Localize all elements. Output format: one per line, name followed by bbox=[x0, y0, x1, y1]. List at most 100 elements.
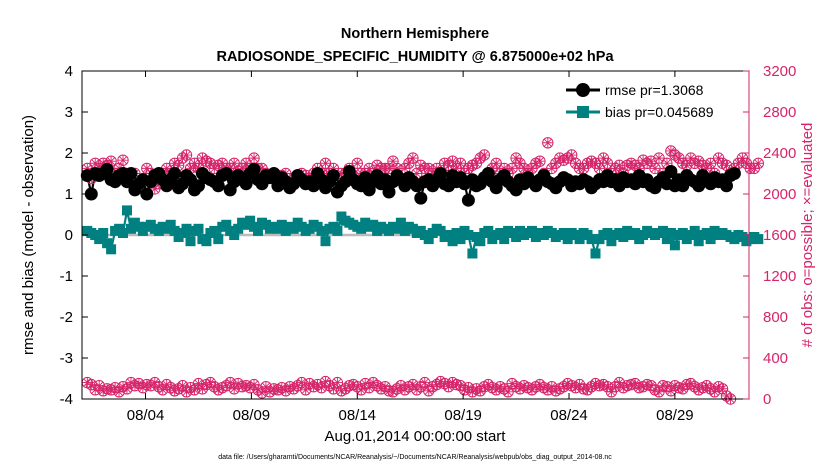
obs-evaluated-point bbox=[387, 386, 399, 398]
rmse-point bbox=[168, 167, 182, 180]
obs-evaluated-point bbox=[582, 158, 593, 169]
obs-evaluated-point bbox=[629, 160, 641, 171]
rmse-point bbox=[192, 179, 205, 193]
obs-evaluated-point bbox=[284, 381, 295, 392]
obs-evaluated-point bbox=[685, 152, 696, 164]
legend: rmse pr=1.3068 bias pr=0.045689 bbox=[560, 78, 738, 122]
rmse-point bbox=[434, 167, 448, 180]
bias-point bbox=[447, 236, 458, 247]
obs-evaluated-point bbox=[161, 379, 172, 390]
obs-evaluated-point bbox=[479, 149, 490, 161]
bias-point bbox=[185, 236, 196, 247]
obs-evaluated-point bbox=[320, 376, 331, 387]
obs-evaluated-point bbox=[296, 377, 307, 388]
obs-evaluated-point bbox=[189, 158, 200, 169]
obs-evaluated-point bbox=[661, 158, 673, 169]
rmse-point bbox=[414, 191, 428, 205]
obs-evaluated-point bbox=[105, 156, 117, 167]
obs-evaluated-point bbox=[753, 158, 764, 169]
obs-evaluated-point bbox=[232, 378, 244, 389]
y-tick-label: -3 bbox=[60, 350, 73, 367]
chart-subtitle: RADIOSONDE_SPECIFIC_HUMIDITY @ 6.875000e… bbox=[216, 49, 614, 65]
obs-evaluated-point bbox=[661, 381, 673, 392]
obs-evaluated-point bbox=[463, 382, 474, 393]
obs-evaluated-point bbox=[94, 380, 105, 391]
obs-evaluated-point bbox=[510, 381, 522, 392]
obs-evaluated-point bbox=[244, 382, 256, 393]
obs-evaluated-point bbox=[494, 381, 506, 392]
bias-point bbox=[356, 223, 367, 234]
obs-evaluated-point bbox=[514, 383, 526, 394]
y-tick-label: 0 bbox=[65, 227, 73, 244]
obs-evaluated-point bbox=[709, 386, 720, 398]
obs-evaluated-point bbox=[217, 158, 228, 169]
obs-evaluated-point bbox=[471, 158, 482, 169]
bias-point bbox=[98, 228, 109, 238]
obs-evaluated-point bbox=[399, 163, 411, 174]
x-tick-label: 08/14 bbox=[338, 407, 376, 424]
obs-evaluated-point bbox=[213, 384, 224, 395]
obs-evaluated-point bbox=[391, 383, 403, 394]
obs-evaluated-point bbox=[467, 386, 478, 398]
bias-point bbox=[475, 236, 486, 247]
rmse-point bbox=[100, 162, 114, 176]
bias-point bbox=[693, 236, 704, 247]
obs-evaluated-point bbox=[582, 384, 593, 395]
rmse-point bbox=[461, 193, 475, 207]
bias-point bbox=[689, 225, 700, 236]
obs-evaluated-point bbox=[506, 378, 518, 389]
obs-evaluated-point bbox=[629, 378, 641, 389]
bias-point bbox=[118, 228, 128, 238]
obs-evaluated-point bbox=[475, 152, 486, 164]
obs-evaluated-point bbox=[137, 382, 149, 393]
obs-evaluated-point bbox=[741, 158, 752, 169]
obs-evaluated-point bbox=[542, 137, 554, 148]
obs-evaluated-point bbox=[403, 158, 415, 169]
obs-evaluated-point bbox=[681, 160, 692, 171]
obs-evaluated-point bbox=[201, 379, 212, 390]
obs-evaluated-point bbox=[411, 384, 423, 395]
obs-evaluated-point bbox=[518, 380, 530, 391]
obs-evaluated-point bbox=[415, 160, 426, 171]
obs-evaluated-point bbox=[721, 160, 732, 171]
obs-evaluated-point bbox=[498, 163, 510, 174]
bias-point bbox=[665, 228, 676, 238]
bias-point bbox=[102, 238, 113, 249]
obs-evaluated-point bbox=[439, 378, 450, 389]
obs-evaluated-point bbox=[554, 152, 565, 164]
bias-point bbox=[245, 215, 256, 226]
bias-point bbox=[213, 234, 224, 245]
bias-point bbox=[677, 228, 688, 238]
obs-evaluated-point bbox=[129, 380, 141, 391]
obs-evaluated-point bbox=[653, 386, 665, 398]
y-tick-label: -1 bbox=[60, 268, 73, 285]
y2-tick-label: 400 bbox=[763, 350, 788, 367]
obs-evaluated-point bbox=[193, 378, 204, 389]
y-tick-label: 2 bbox=[65, 145, 73, 162]
obs-evaluated-point bbox=[475, 385, 486, 396]
obs-evaluated-point bbox=[546, 381, 558, 392]
bias-point bbox=[618, 232, 629, 242]
obs-evaluated-point bbox=[153, 381, 164, 392]
obs-evaluated-point bbox=[125, 377, 137, 388]
y-tick-label: -4 bbox=[60, 391, 73, 408]
x-tick-label: 08/29 bbox=[656, 407, 694, 424]
obs-evaluated-point bbox=[570, 158, 581, 169]
bias-point bbox=[527, 225, 537, 236]
bias-point bbox=[602, 228, 613, 238]
obs-evaluated-point bbox=[276, 382, 288, 393]
obs-evaluated-point bbox=[256, 163, 268, 174]
obs-evaluated-point bbox=[165, 382, 176, 393]
obs-evaluated-point bbox=[538, 382, 550, 393]
bias-point bbox=[201, 236, 212, 247]
obs-evaluated-point bbox=[169, 385, 180, 396]
obs-evaluated-point bbox=[693, 156, 704, 167]
obs-evaluated-point bbox=[622, 160, 633, 171]
obs-evaluated-point bbox=[363, 382, 375, 393]
y2-tick-label: 2400 bbox=[763, 145, 796, 162]
legend-rmse-marker bbox=[576, 83, 590, 97]
obs-evaluated-point bbox=[248, 379, 260, 390]
obs-evaluated-point bbox=[213, 160, 224, 171]
obs-evaluated-point bbox=[308, 381, 319, 392]
obs-evaluated-point bbox=[209, 163, 220, 174]
